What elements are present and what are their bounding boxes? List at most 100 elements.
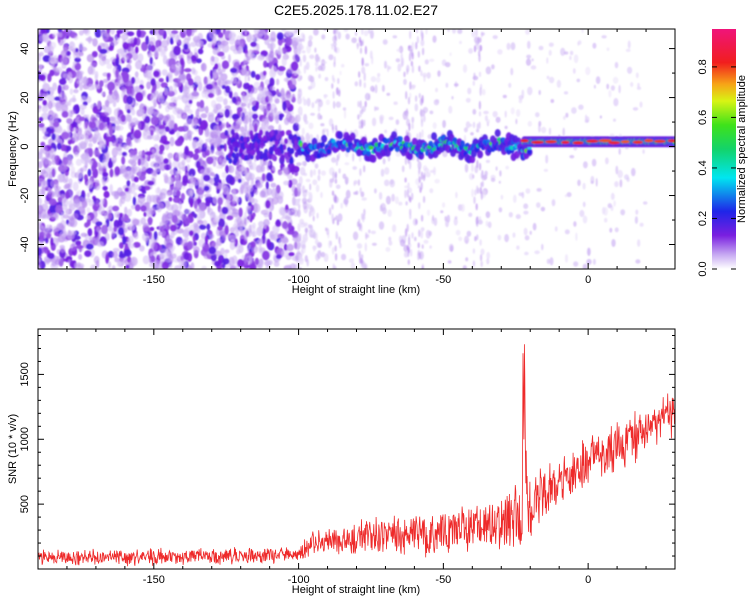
spectrogram-cell	[420, 181, 423, 191]
spectrogram-cell	[423, 167, 430, 173]
spectrogram-cell	[38, 197, 43, 205]
spectrogram-cell	[248, 213, 251, 220]
spectrogram-cell	[343, 109, 347, 119]
spectrogram-cell	[176, 130, 180, 139]
spectrogram-cell	[211, 100, 217, 108]
spectrogram-cell	[429, 169, 435, 173]
spectrogram-cell	[249, 92, 252, 98]
spectrogram-cell	[255, 74, 261, 81]
spectrogram-cell	[134, 71, 139, 78]
spectrogram-cell	[429, 58, 435, 62]
spectrogram-cell	[201, 63, 205, 71]
spectrogram-cell	[331, 83, 334, 89]
spectrogram-cell	[125, 264, 130, 269]
spectrogram-cell	[548, 127, 552, 135]
spectrogram-cell	[536, 202, 541, 208]
spectrogram-cell	[244, 142, 249, 149]
spectrogram-cell	[457, 29, 463, 34]
spectrogram-cell	[364, 264, 367, 269]
spectrogram-cell	[126, 31, 135, 37]
spectrogram-cell	[359, 187, 362, 194]
spectrogram-cell	[250, 70, 256, 78]
spectrogram-cell	[140, 167, 146, 172]
spectrogram-cell	[329, 207, 332, 216]
spectrogram-cell	[601, 35, 607, 39]
spectrogram-cell	[420, 69, 423, 77]
spectrogram-cell	[208, 230, 213, 235]
spectrogram-cell	[342, 173, 347, 180]
spectrogram-cell	[527, 120, 532, 127]
spectrogram-cell	[377, 73, 381, 77]
spectrogram-cell	[642, 149, 645, 154]
spectrogram-cell	[627, 66, 633, 74]
spectrogram-cell	[408, 122, 411, 132]
spectrogram-cell	[370, 76, 377, 83]
spectrogram-cell	[83, 76, 88, 87]
spectrogram-cell	[592, 42, 597, 49]
spectrogram-cell	[564, 254, 569, 263]
spectrogram-cell	[97, 132, 102, 141]
spectrogram-cell	[297, 48, 301, 55]
spectrogram-cell	[343, 29, 349, 32]
spectrogram-cell	[388, 240, 393, 246]
spectrogram-cell	[107, 225, 112, 232]
spectrogram-cell	[61, 131, 70, 140]
spectrogram-cell	[614, 181, 619, 188]
spectrogram-cell	[356, 243, 363, 249]
spectrogram-cell	[98, 56, 106, 67]
spectrogram-cell	[115, 143, 123, 152]
spectrogram-cell	[447, 29, 450, 33]
spectrogram-cell	[281, 221, 289, 229]
spectrogram-cell	[219, 144, 225, 149]
spectrogram-cell	[52, 32, 57, 38]
spectrogram-cell	[129, 155, 136, 166]
spectrogram-cell	[147, 216, 153, 226]
spectrogram-cell	[619, 179, 623, 188]
spectrogram-cell	[386, 92, 391, 96]
spectrogram-cell	[285, 215, 290, 221]
spectrogram-cell	[100, 91, 106, 96]
spectrogram-cell	[228, 54, 231, 63]
spectrogram-cell	[473, 196, 476, 204]
spectrogram-cell	[508, 212, 513, 218]
spectrogram-cell	[615, 165, 619, 175]
spectrogram-cell	[260, 139, 265, 146]
spectrogram-cell	[334, 171, 338, 179]
spectrogram-cell	[251, 87, 258, 94]
spectrogram-cell	[114, 166, 120, 176]
spectrogram-cell	[301, 136, 305, 145]
spectrogram-cell	[315, 232, 318, 241]
spectrogram-cell	[252, 222, 256, 229]
spectrogram-x-tick-label: -50	[435, 274, 451, 286]
spectrogram-cell	[224, 108, 230, 118]
spectrogram-cell	[132, 196, 137, 206]
spectrogram-y-tick-label: 0	[19, 143, 31, 149]
spectrogram-cell	[106, 72, 111, 78]
spectrogram-cell	[116, 261, 122, 267]
spectrogram-cell	[96, 100, 101, 110]
spectrogram-cell	[231, 96, 237, 104]
spectrogram-cell	[316, 98, 322, 103]
spectrogram-cell	[228, 91, 233, 98]
spectrogram-cell	[415, 29, 419, 34]
spectrogram-cell	[384, 167, 390, 175]
spectrogram-cell	[449, 245, 454, 253]
spectrogram-cell	[181, 94, 189, 104]
spectrogram-cell	[38, 116, 44, 122]
spectrogram-cell	[459, 40, 462, 45]
spectrogram-cell	[479, 239, 482, 246]
spectrogram-cell	[240, 238, 244, 245]
colorbar-tick-label: 0.2	[697, 211, 709, 226]
spectrogram-cell	[76, 80, 84, 85]
spectrogram-cell	[465, 257, 469, 262]
spectrogram-cell	[130, 256, 138, 267]
spectrogram-cell	[77, 189, 82, 197]
spectrogram-cell	[39, 74, 46, 82]
spectrogram-cell	[206, 223, 211, 231]
spectrogram-cell	[572, 141, 584, 145]
spectrogram-cell	[226, 215, 234, 221]
spectrogram-cell	[86, 114, 90, 120]
spectrogram-cell	[391, 193, 395, 202]
spectrogram-cell	[262, 228, 266, 236]
